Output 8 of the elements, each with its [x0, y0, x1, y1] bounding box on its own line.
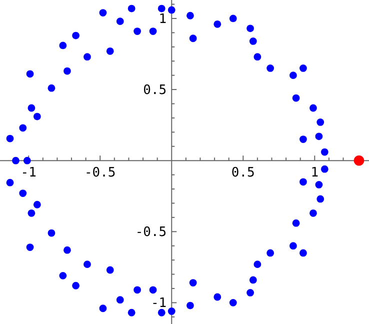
y-tick-label: 1: [158, 12, 167, 27]
y-tick-label: -0.5: [135, 225, 167, 240]
x-tick-label: -0.5: [84, 166, 116, 181]
x-tick-label: 1: [310, 166, 319, 181]
x-tick-label: 0.5: [231, 166, 255, 181]
y-tick-label: -1: [150, 296, 167, 312]
x-tick-label: -1: [20, 166, 36, 181]
y-tick-label: 0.5: [143, 83, 167, 98]
